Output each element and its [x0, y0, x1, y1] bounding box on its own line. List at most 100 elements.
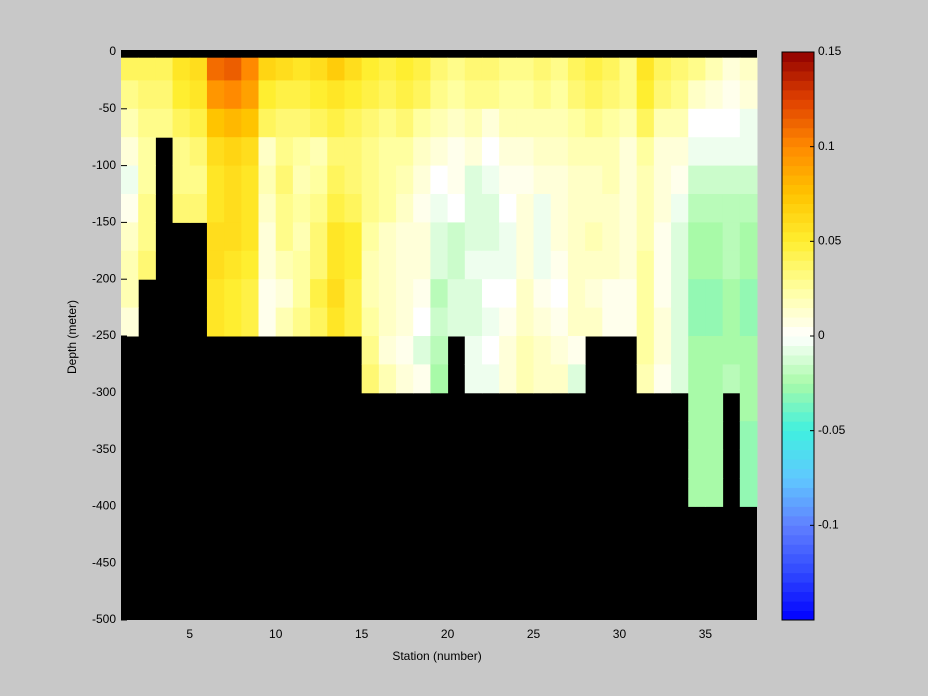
- colorbar-swatch: [782, 165, 814, 176]
- heat-cell: [275, 307, 294, 337]
- heat-cell: [206, 222, 225, 252]
- colorbar-swatch: [782, 231, 814, 242]
- colorbar-tick-label: 0.15: [818, 44, 842, 58]
- heat-cell: [722, 364, 741, 394]
- y-tick-label: -250: [92, 328, 116, 342]
- heat-cell: [275, 108, 294, 138]
- heat-cell: [688, 57, 706, 81]
- heat-cell: [688, 250, 706, 280]
- heat-cell: [653, 80, 672, 110]
- colorbar-swatch: [782, 260, 814, 271]
- heat-cell: [464, 80, 483, 110]
- heat-cell: [516, 279, 535, 309]
- heat-cell: [310, 250, 328, 280]
- heat-cell: [224, 165, 242, 195]
- heat-cell: [602, 279, 620, 309]
- heat-cell: [722, 57, 741, 81]
- heat-cell: [585, 194, 603, 223]
- heat-cell: [516, 165, 535, 195]
- heat-cell: [396, 108, 414, 138]
- heat-cell: [310, 194, 328, 223]
- heat-cell: [310, 57, 328, 81]
- heat-cell: [447, 165, 466, 195]
- heat-cell: [430, 108, 449, 138]
- heat-cell: [722, 194, 741, 223]
- heat-cell: [206, 80, 225, 110]
- heat-cell: [413, 80, 431, 110]
- heat-cell: [138, 250, 156, 280]
- heat-cell: [516, 137, 535, 167]
- heat-cell: [567, 165, 586, 195]
- heat-cell: [378, 222, 397, 252]
- heat-cell: [636, 108, 655, 138]
- heat-cell: [481, 364, 500, 394]
- colorbar-swatch: [782, 582, 814, 593]
- heat-cell: [671, 307, 689, 337]
- heat-cell: [447, 307, 466, 337]
- heat-cell: [550, 80, 569, 110]
- heat-cell: [688, 222, 706, 252]
- heat-cell: [430, 222, 449, 252]
- heat-cell: [310, 307, 328, 337]
- heat-cell: [224, 279, 242, 309]
- heat-cell: [567, 57, 586, 81]
- heat-cell: [739, 108, 758, 138]
- heat-cell: [739, 250, 758, 280]
- heat-cell: [258, 57, 277, 81]
- heat-cell: [172, 194, 191, 223]
- heat-cell: [172, 137, 191, 167]
- heat-cell: [739, 421, 758, 451]
- heat-cell: [499, 57, 517, 81]
- colorbar-swatch: [782, 212, 814, 223]
- heat-cell: [567, 222, 586, 252]
- heat-cell: [344, 250, 363, 280]
- heat-cell: [671, 80, 689, 110]
- heat-cell: [447, 279, 466, 309]
- heat-cell: [464, 108, 483, 138]
- heat-cell: [671, 364, 689, 394]
- colorbar-tick-label: 0.1: [818, 139, 835, 153]
- heat-cell: [585, 80, 603, 110]
- heat-cell: [361, 307, 380, 337]
- heat-cell: [292, 165, 311, 195]
- heat-cell: [550, 364, 569, 394]
- x-tick-label: 10: [269, 627, 283, 641]
- heat-cell: [533, 222, 552, 252]
- heat-cell: [447, 222, 466, 252]
- heat-cell: [550, 307, 569, 337]
- heat-cell: [430, 80, 449, 110]
- heat-cell: [464, 336, 483, 365]
- y-tick-label: -200: [92, 271, 116, 285]
- heat-cell: [378, 364, 397, 394]
- heat-cell: [241, 194, 260, 223]
- heat-cell: [172, 165, 191, 195]
- heat-cell: [636, 250, 655, 280]
- heat-cell: [739, 57, 758, 81]
- heat-cell: [413, 222, 431, 252]
- heat-cell: [206, 137, 225, 167]
- x-axis-label: Station (number): [392, 649, 481, 663]
- heat-cell: [378, 279, 397, 309]
- heat-cell: [671, 165, 689, 195]
- colorbar-swatch: [782, 440, 814, 451]
- heat-cell: [430, 57, 449, 81]
- heat-cell: [722, 250, 741, 280]
- heat-cell: [396, 165, 414, 195]
- heat-cell: [361, 194, 380, 223]
- colorbar-swatch: [782, 279, 814, 290]
- heat-cell: [275, 57, 294, 81]
- heat-cell: [688, 165, 706, 195]
- colorbar-tick-label: -0.05: [818, 423, 846, 437]
- heat-cell: [292, 80, 311, 110]
- heat-cell: [413, 194, 431, 223]
- heat-cell: [275, 279, 294, 309]
- heat-cell: [636, 222, 655, 252]
- y-tick-label: -350: [92, 442, 116, 456]
- heat-cell: [722, 279, 741, 309]
- heat-cell: [653, 307, 672, 337]
- heat-cell: [671, 194, 689, 223]
- heat-cell: [138, 222, 156, 252]
- heat-cell: [688, 108, 706, 138]
- heat-cell: [705, 222, 724, 252]
